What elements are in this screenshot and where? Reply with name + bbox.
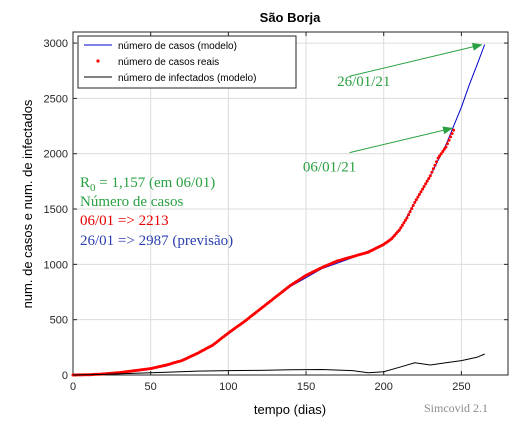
x-axis-ticks: 0 50 100 150 200 250: [70, 32, 471, 393]
y-axis-label: num. de casos e num. de infectados: [20, 99, 35, 308]
real-case-point: [433, 163, 437, 167]
cases-06-01: 06/01 => 2213: [80, 213, 169, 229]
real-case-point: [397, 228, 401, 232]
x-tick-label: 50: [145, 381, 157, 393]
real-case-point: [405, 216, 409, 220]
real-case-point: [427, 177, 431, 180]
real-case-point: [411, 204, 415, 207]
real-case-point: [399, 226, 403, 230]
x-tick-label: 150: [297, 381, 315, 393]
series-line-n-mero-de-infectados-modelo: [72, 353, 485, 376]
x-tick-label: 250: [452, 381, 470, 393]
legend: número de casos (modelo) número de casos…: [77, 35, 297, 89]
real-case-point: [416, 195, 420, 199]
annotation-arrow-1: [349, 126, 454, 154]
annotations: 26/01/21 06/01/21: [303, 42, 483, 175]
real-case-point: [438, 154, 442, 158]
real-case-point: [445, 142, 449, 146]
chart-title: São Borja: [260, 10, 321, 25]
real-case-point: [421, 187, 425, 191]
real-case-point: [431, 167, 435, 171]
legend-label-model-infected: número de infectados (modelo): [118, 73, 256, 84]
real-case-point: [419, 190, 423, 194]
y-axis-ticks: 0 500 1000 1500 2000 2500 3000: [44, 38, 508, 382]
real-case-point: [428, 174, 432, 178]
watermark: Simcovid 2.1: [424, 401, 488, 415]
legend-label-real-cases: número de casos reais: [118, 57, 219, 68]
y-tick-label: 1000: [44, 259, 68, 271]
real-case-point: [422, 185, 426, 188]
real-case-point: [430, 170, 434, 174]
plot-frame: [72, 31, 509, 376]
r0-line: R0 = 1,157 (em 06/01): [80, 175, 215, 194]
real-case-point: [417, 192, 421, 196]
r0-subscript: 0: [90, 182, 96, 194]
legend-label-model-cases: número de casos (modelo): [118, 41, 237, 52]
real-case-point: [425, 179, 429, 183]
real-case-point: [424, 182, 428, 186]
real-case-point: [444, 145, 448, 149]
real-case-point: [441, 150, 445, 153]
real-case-point: [408, 210, 412, 214]
real-case-point: [410, 207, 414, 211]
real-case-point: [442, 147, 446, 151]
real-case-point: [449, 135, 452, 139]
info-text-block: R0 = 1,157 (em 06/01) Número de casos 06…: [80, 175, 233, 249]
grid: [72, 32, 508, 376]
real-case-point: [400, 223, 404, 227]
real-case-point: [447, 138, 451, 142]
annotation-26-01-21: 26/01/21: [337, 74, 390, 90]
x-tick-label: 100: [219, 381, 237, 393]
r0-symbol: R: [80, 175, 90, 191]
x-axis-label: tempo (dias): [254, 402, 326, 417]
real-case-point: [439, 152, 443, 156]
real-case-point: [404, 218, 407, 222]
y-tick-label: 0: [62, 370, 68, 382]
real-case-point: [450, 132, 454, 135]
cases-26-01-forecast: 26/01 => 2987 (previsão): [80, 233, 233, 249]
real-case-point: [402, 221, 406, 225]
y-tick-label: 3000: [44, 38, 68, 50]
x-tick-label: 200: [375, 381, 393, 393]
legend-box: [77, 35, 297, 89]
cases-heading: Número de casos: [80, 194, 183, 210]
real-case-point: [413, 200, 417, 204]
legend-swatch-real-cases: [96, 59, 100, 63]
y-tick-label: 1500: [44, 204, 68, 216]
series-markers-n-mero-de-casos-reais: [71, 128, 456, 377]
y-tick-label: 2000: [44, 149, 68, 161]
real-case-point: [435, 160, 438, 164]
r0-value: = 1,157 (em 06/01): [96, 175, 216, 191]
real-case-point: [436, 156, 440, 160]
real-case-point: [452, 128, 456, 132]
series-layer: [71, 44, 486, 377]
annotation-arrow-0: [349, 42, 483, 77]
y-tick-label: 500: [50, 315, 68, 327]
annotation-06-01-21: 06/01/21: [303, 159, 356, 175]
real-case-point: [414, 198, 418, 202]
real-case-point: [407, 213, 411, 217]
y-tick-label: 2500: [44, 93, 68, 105]
x-tick-label: 0: [70, 381, 76, 393]
